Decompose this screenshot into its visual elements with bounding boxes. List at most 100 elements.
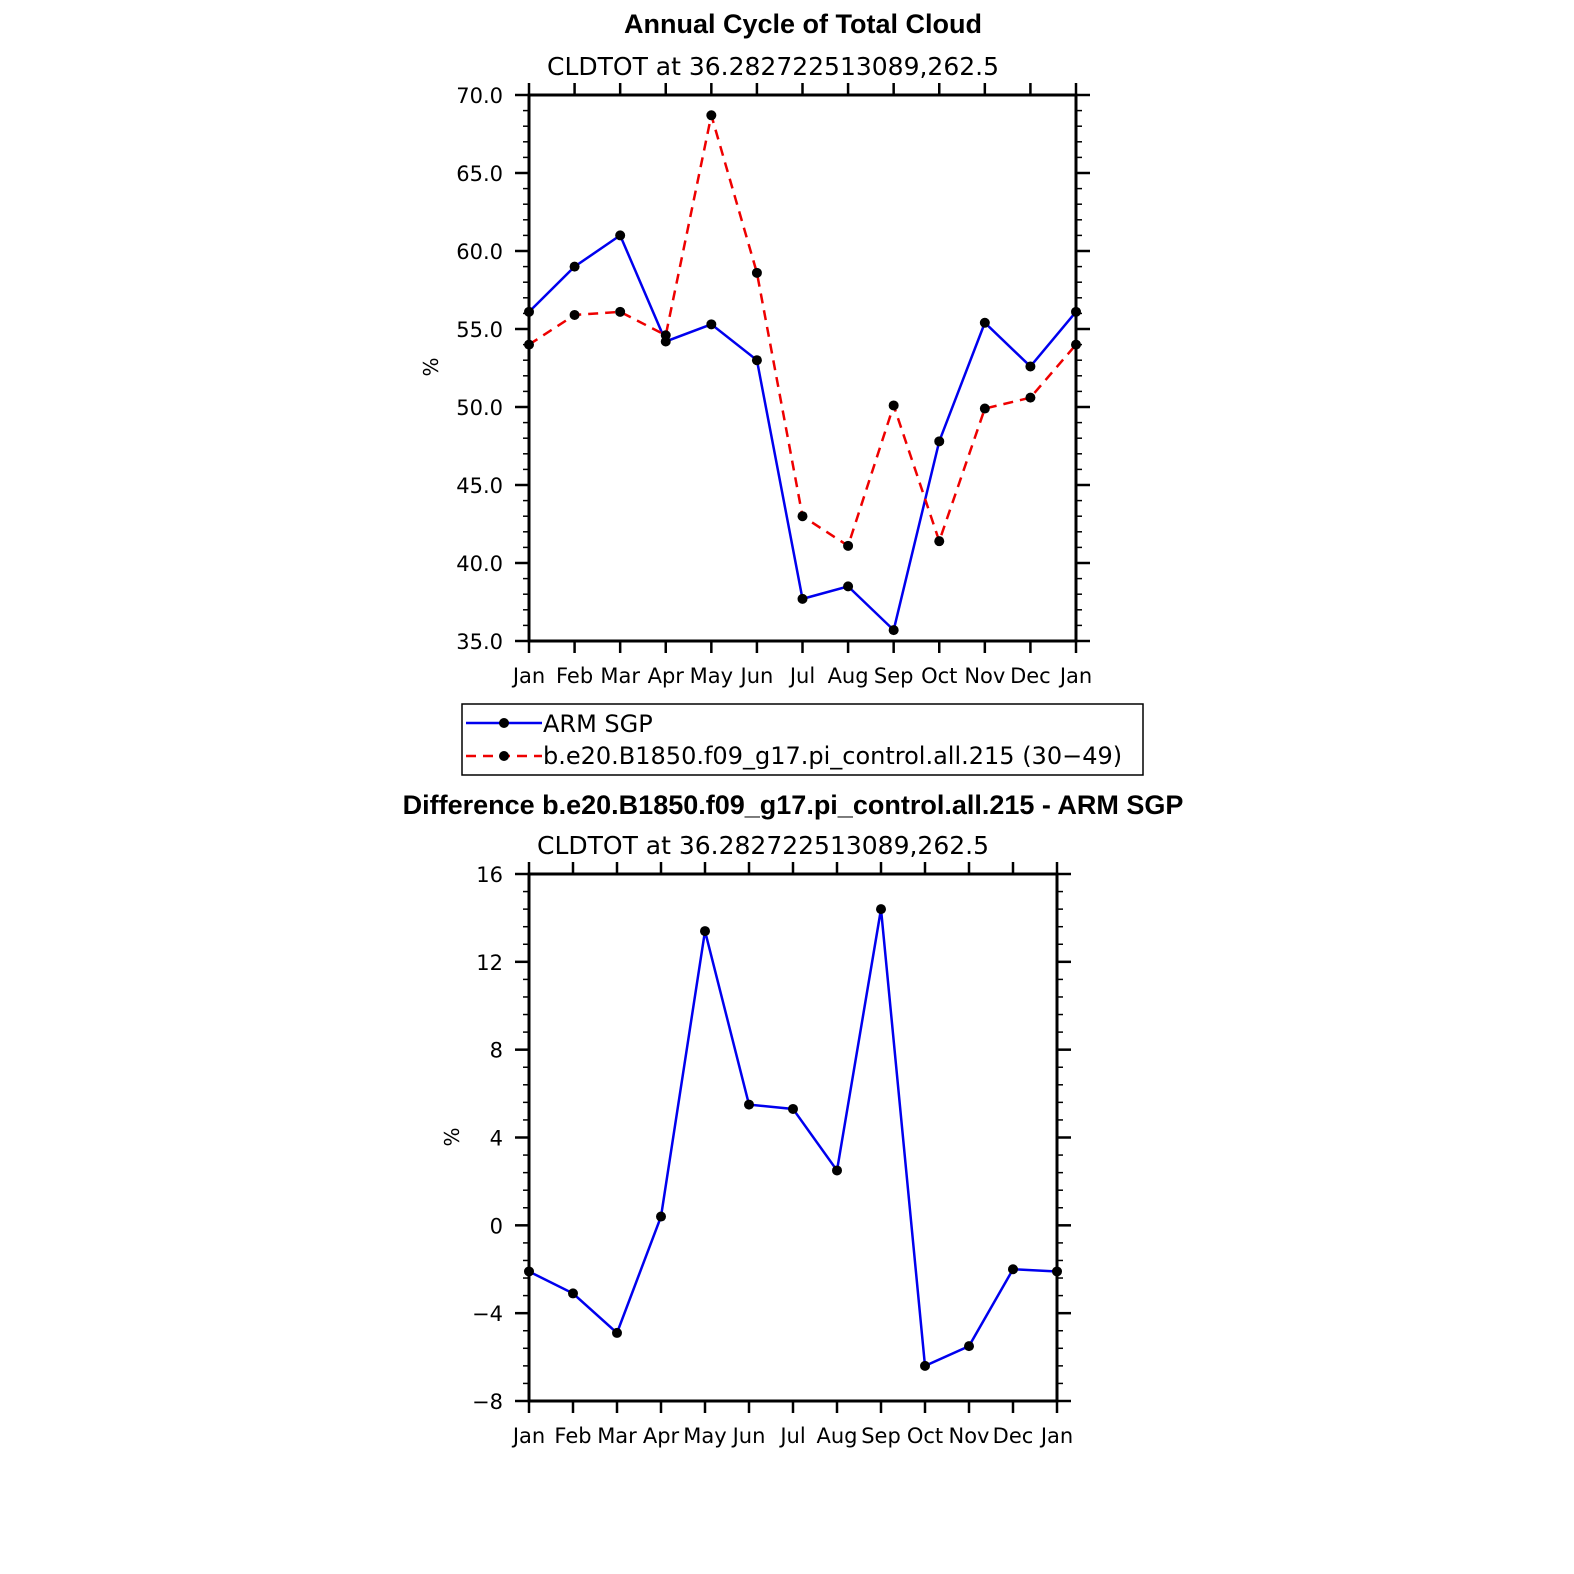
y-tick-label: 65.0 xyxy=(456,162,503,186)
series-0-point xyxy=(656,1211,666,1222)
series-0-point xyxy=(888,625,899,636)
series-line-0 xyxy=(528,233,1077,633)
x-tick-label: Sep xyxy=(861,1424,901,1448)
x-tick-label: Jan xyxy=(1058,664,1092,688)
y-tick-label: −4 xyxy=(472,1302,503,1326)
series-0-point xyxy=(744,1099,754,1110)
x-tick-label: Nov xyxy=(949,1424,990,1448)
series-1-point xyxy=(706,110,717,121)
series-0-point xyxy=(979,317,990,328)
x-tick-label: Aug xyxy=(816,1424,857,1448)
x-tick-label: Jul xyxy=(778,1424,805,1448)
series-line-0 xyxy=(528,908,1058,1368)
series-1-point xyxy=(1025,392,1036,403)
y-tick-label: 16 xyxy=(476,863,503,887)
x-tick-label: Feb xyxy=(556,664,593,688)
y-tick-label: 50.0 xyxy=(456,396,503,420)
chart2-subtitle: CLDTOT at 36.282722513089,262.5 xyxy=(537,831,989,860)
legend-arm-sgp-label: ARM SGP xyxy=(543,710,653,738)
x-tick-label: Oct xyxy=(921,664,957,688)
series-0-point xyxy=(1008,1264,1018,1275)
x-tick-label: Aug xyxy=(828,664,869,688)
chart2-y-tick-labels: −8 −4 0 4 8 12 16 xyxy=(472,863,503,1414)
y-tick-label: 4 xyxy=(490,1127,503,1151)
legend-box xyxy=(461,703,1144,776)
legend-arm-sgp-marker xyxy=(499,718,509,728)
y-tick-label: 55.0 xyxy=(456,318,503,342)
chart2-y-axis-label: % xyxy=(440,1127,464,1146)
series-1-point xyxy=(660,330,671,341)
y-tick-label: 70.0 xyxy=(456,84,503,108)
y-tick-label: 0 xyxy=(490,1214,503,1238)
series-1-point xyxy=(751,267,762,278)
x-tick-label: May xyxy=(683,1424,726,1448)
x-tick-label: Apr xyxy=(643,1424,680,1448)
x-tick-label: Dec xyxy=(1010,664,1051,688)
chart2-plot-frame xyxy=(527,872,1059,1403)
series-0-point xyxy=(797,593,808,604)
chart1-plot-frame xyxy=(527,93,1078,643)
chart2-title: Difference b.e20.B1850.f09_g17.pi_contro… xyxy=(403,790,1184,820)
y-tick-label: 8 xyxy=(490,1039,503,1063)
x-tick-label: Feb xyxy=(554,1424,591,1448)
y-tick-label: 12 xyxy=(476,951,503,975)
series-1-point xyxy=(843,540,854,551)
chart1-ticks xyxy=(515,83,1090,653)
annual-cycle-chart: Annual Cycle of Total Cloud CLDTOT at 36… xyxy=(419,9,1092,688)
series-0-point xyxy=(612,1327,622,1338)
series-0-point xyxy=(569,261,580,272)
series-1-point xyxy=(615,306,626,317)
series-0-point xyxy=(843,581,854,592)
x-tick-label: Nov xyxy=(964,664,1005,688)
chart1-title: Annual Cycle of Total Cloud xyxy=(624,9,982,39)
chart2-series xyxy=(524,904,1062,1371)
chart1-series xyxy=(524,110,1081,636)
series-1-point xyxy=(979,403,990,414)
series-0-point xyxy=(1025,361,1036,372)
chart1-x-tick-labels: Jan Feb Mar Apr May Jun Jul Aug Sep Oct Nov Dec Jan xyxy=(511,664,1092,688)
y-tick-label: 40.0 xyxy=(456,552,503,576)
series-0-point xyxy=(934,436,945,447)
chart2-ticks xyxy=(515,862,1071,1413)
y-tick-label: −8 xyxy=(472,1390,503,1414)
series-1-point xyxy=(569,309,580,320)
x-tick-label: Jan xyxy=(511,664,545,688)
series-0-point xyxy=(706,319,717,330)
series-0-point xyxy=(700,926,710,937)
x-tick-label: Mar xyxy=(597,1424,637,1448)
x-tick-label: Mar xyxy=(600,664,640,688)
series-0-point xyxy=(876,904,886,915)
series-0-point xyxy=(615,230,626,241)
y-tick-label: 60.0 xyxy=(456,240,503,264)
series-1-point xyxy=(934,536,945,547)
legend-model-marker xyxy=(499,751,509,761)
series-0-point xyxy=(751,355,762,366)
series-1-point xyxy=(888,400,899,411)
chart2-x-tick-labels: Jan Feb Mar Apr May Jun Jul Aug Sep Oct Nov Dec Jan xyxy=(511,1424,1073,1448)
legend-model-label: b.e20.B1850.f09_g17.pi_control.all.215 (… xyxy=(543,742,1122,770)
x-tick-label: Dec xyxy=(993,1424,1034,1448)
difference-chart: Difference b.e20.B1850.f09_g17.pi_contro… xyxy=(403,790,1184,1448)
series-0-point xyxy=(964,1341,974,1352)
x-tick-label: Apr xyxy=(648,664,685,688)
x-tick-label: Jun xyxy=(731,1424,766,1448)
series-0-point xyxy=(832,1165,842,1176)
x-tick-label: Jul xyxy=(788,664,815,688)
x-tick-label: Jan xyxy=(511,1424,545,1448)
chart1-legend: ARM SGP b.e20.B1850.f09_g17.pi_control.a… xyxy=(461,703,1144,776)
chart1-y-tick-labels: 35.0 40.0 45.0 50.0 55.0 60.0 65.0 70.0 xyxy=(456,84,503,654)
y-tick-label: 35.0 xyxy=(456,630,503,654)
x-tick-label: Oct xyxy=(907,1424,943,1448)
x-tick-label: Sep xyxy=(874,664,914,688)
y-tick-label: 45.0 xyxy=(456,474,503,498)
series-0-point xyxy=(788,1103,798,1114)
chart1-y-axis-label: % xyxy=(419,357,443,376)
series-0-point xyxy=(920,1360,930,1371)
x-tick-label: Jan xyxy=(1039,1424,1073,1448)
series-0-point xyxy=(568,1288,578,1299)
x-tick-label: Jun xyxy=(739,664,774,688)
x-tick-label: May xyxy=(690,664,733,688)
series-1-point xyxy=(797,511,808,522)
chart1-subtitle: CLDTOT at 36.282722513089,262.5 xyxy=(547,52,999,81)
